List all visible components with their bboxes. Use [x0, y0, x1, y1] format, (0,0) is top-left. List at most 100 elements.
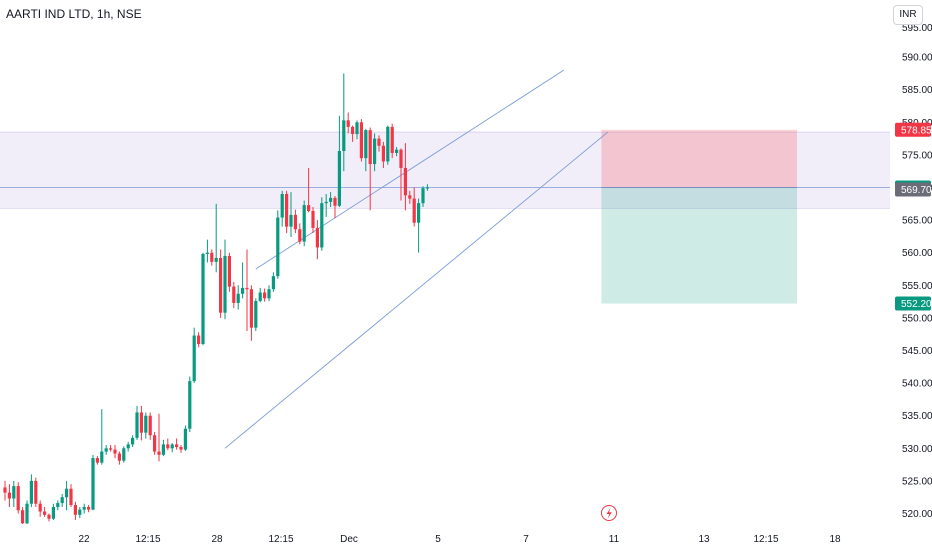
- candle: [117, 451, 121, 465]
- candle: [263, 288, 267, 302]
- candle-body: [117, 453, 121, 461]
- candle-body: [399, 149, 403, 168]
- x-tick-label: 28: [211, 534, 223, 545]
- candle: [69, 484, 73, 507]
- candle: [223, 239, 227, 320]
- y-tick-label: 555.00: [902, 281, 932, 292]
- candle-body: [342, 120, 346, 151]
- price-tag-label: 578.85: [901, 125, 932, 136]
- candle: [166, 438, 170, 451]
- candle: [403, 143, 407, 211]
- candle-body: [324, 201, 328, 204]
- candle: [390, 123, 394, 159]
- candle: [271, 272, 275, 292]
- candle-body: [289, 214, 293, 227]
- candle: [82, 503, 86, 514]
- candle: [298, 223, 302, 245]
- candle-body: [144, 415, 148, 433]
- candle-body: [390, 126, 394, 153]
- candle: [333, 195, 337, 219]
- candle: [232, 282, 236, 309]
- resistance-zone: [0, 132, 890, 209]
- candle: [192, 327, 196, 384]
- currency-button[interactable]: INR: [893, 5, 923, 25]
- candle-body: [337, 150, 341, 206]
- candle-body: [175, 444, 179, 447]
- lightning-icon: [601, 505, 617, 521]
- candle-body: [104, 448, 108, 452]
- candle: [249, 285, 253, 341]
- candle-body: [421, 188, 425, 204]
- candle: [364, 128, 368, 172]
- candle-body: [381, 145, 385, 162]
- x-tick-label: 12:15: [753, 534, 778, 545]
- candle-body: [7, 492, 11, 499]
- candle-body: [65, 488, 69, 498]
- channel-upper-line: [255, 69, 565, 270]
- candle: [408, 190, 412, 204]
- candle-body: [122, 448, 126, 461]
- candle-body: [82, 506, 86, 510]
- candle-body: [126, 444, 130, 449]
- candle-body: [148, 415, 152, 436]
- candle: [307, 167, 311, 213]
- candle: [324, 194, 328, 217]
- candle-body: [355, 122, 359, 135]
- candle-body: [135, 412, 139, 438]
- candle-body: [373, 138, 377, 165]
- candle-body: [408, 195, 412, 199]
- candle-body: [254, 300, 258, 328]
- candle: [320, 197, 324, 251]
- candle: [148, 412, 152, 440]
- candle-body: [333, 197, 337, 206]
- candle-body: [386, 126, 390, 162]
- candle: [280, 190, 284, 227]
- candle: [60, 493, 64, 507]
- candle: [188, 376, 192, 432]
- candle-body: [293, 214, 297, 230]
- candle: [47, 513, 51, 522]
- candle-body: [29, 480, 33, 504]
- candle: [236, 285, 240, 310]
- price-tag: [895, 122, 931, 137]
- candle: [109, 445, 113, 452]
- candle-body: [263, 292, 267, 299]
- candle-body: [16, 486, 20, 511]
- candle-body: [329, 197, 333, 202]
- candle-body: [298, 229, 302, 242]
- candle: [302, 200, 306, 247]
- price-tag: [895, 296, 931, 311]
- candle: [276, 210, 280, 279]
- candle: [161, 439, 165, 457]
- candle: [395, 147, 399, 157]
- candle: [311, 207, 315, 234]
- candle: [289, 192, 293, 238]
- y-tick-label: 530.00: [902, 444, 932, 455]
- candle: [241, 262, 245, 299]
- candle: [386, 125, 390, 165]
- candle-body: [113, 449, 117, 454]
- candle: [56, 500, 60, 511]
- y-tick-label: 525.00: [902, 476, 932, 487]
- price-tag-label: 552.20: [901, 299, 932, 310]
- candle-body: [60, 497, 64, 504]
- candle-body: [232, 286, 236, 303]
- candle: [12, 480, 16, 507]
- candle: [267, 285, 271, 301]
- candle-body: [73, 505, 77, 515]
- candle-body: [377, 138, 381, 146]
- candle-body: [311, 210, 315, 228]
- candle: [38, 500, 42, 517]
- candle-body: [183, 428, 187, 450]
- candle: [412, 187, 416, 227]
- candle-body: [205, 252, 209, 255]
- candle: [95, 456, 99, 465]
- candle: [285, 190, 289, 234]
- candle: [373, 133, 377, 172]
- candle: [135, 405, 139, 440]
- candle-body: [214, 257, 218, 262]
- candle: [73, 501, 77, 521]
- candle-body: [56, 503, 60, 507]
- candle: [157, 413, 161, 462]
